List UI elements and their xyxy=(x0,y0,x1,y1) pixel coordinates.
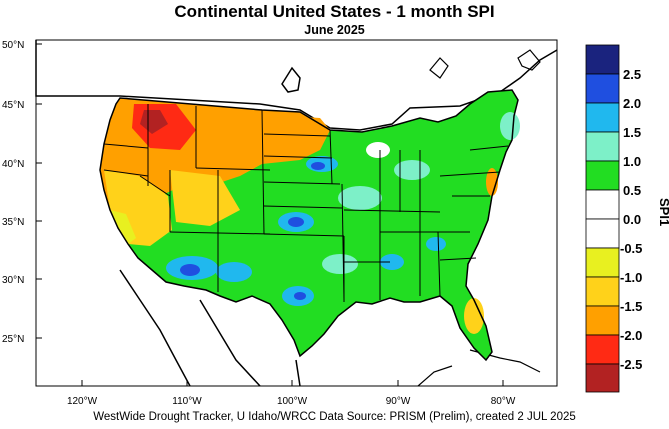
colorbar-swatch-3 xyxy=(585,131,620,162)
very-wet-nebraska xyxy=(311,162,325,170)
very-wet-texas xyxy=(294,292,306,300)
chart-title: Continental United States - 1 month SPI xyxy=(174,2,495,21)
very-wet-oklahoma xyxy=(288,217,304,227)
colorbar-swatch-6 xyxy=(585,218,620,249)
lat-label-50: 50°N xyxy=(2,40,24,51)
wet-area-new-mexico xyxy=(216,262,252,282)
wet-area-southeast xyxy=(426,237,446,251)
colorbar-unit-label: SPI1 xyxy=(657,198,669,226)
colorbar-label-2p0: 2.0 xyxy=(623,96,641,111)
dry-area-florida xyxy=(464,298,484,334)
dry-area-mid-atlantic xyxy=(486,168,498,196)
lat-label-35: 35°N xyxy=(2,217,24,228)
baja-coast xyxy=(119,269,191,387)
mexico-coast-west xyxy=(199,299,261,387)
island-outline-2 xyxy=(517,49,541,71)
moist-area-ohio xyxy=(394,160,430,180)
state-boundaries xyxy=(99,89,519,362)
northern-border-context xyxy=(35,40,558,131)
wet-area-new-england xyxy=(500,112,520,140)
colorbar-swatch-10 xyxy=(585,334,620,365)
lat-ticks xyxy=(36,43,42,339)
colorbar-swatch-7 xyxy=(585,247,620,278)
lon-label-90: 90°W xyxy=(386,396,411,407)
data-source-caption: WestWide Drought Tracker, U Idaho/WRCC D… xyxy=(93,411,576,423)
lon-label-110: 110°W xyxy=(172,396,202,407)
lon-label-120: 120°W xyxy=(67,396,98,407)
colorbar-label-neg1p5: -1.5 xyxy=(620,299,642,314)
extreme-dry-core xyxy=(140,110,168,134)
colorbar-label-neg0p5: -0.5 xyxy=(620,241,642,256)
colorbar-label-1p5: 1.5 xyxy=(623,125,641,140)
lon-label-80: 80°W xyxy=(491,396,516,407)
colorbar: 2.5 2.0 1.5 1.0 0.5 0.0 -0.5 -1.0 -1.5 -… xyxy=(585,44,669,393)
lat-label-30: 30°N xyxy=(2,275,24,286)
lat-label-45: 45°N xyxy=(2,100,24,111)
mexico-coast-east xyxy=(295,359,301,387)
lon-label-100: 100°W xyxy=(277,396,308,407)
colorbar-label-neg1p0: -1.0 xyxy=(620,270,642,285)
yucatan-coast xyxy=(417,365,453,387)
lon-ticks xyxy=(81,380,504,386)
colorbar-label-0p5: 0.5 xyxy=(623,183,641,198)
abnormal-dry-coast xyxy=(110,210,136,244)
colorbar-label-neg2p5: -2.5 xyxy=(620,357,642,372)
colorbar-label-0p0: 0.0 xyxy=(623,212,641,227)
colorbar-swatch-2 xyxy=(585,102,620,133)
colorbar-swatch-8 xyxy=(585,276,620,307)
colorbar-swatch-0 xyxy=(585,44,620,75)
colorbar-label-neg2p0: -2.0 xyxy=(620,328,642,343)
island-outline xyxy=(429,57,449,79)
moist-area-missouri xyxy=(338,186,382,210)
very-wet-southwest xyxy=(180,264,200,276)
dry-region-basin xyxy=(170,170,240,226)
colorbar-label-2p5: 2.5 xyxy=(623,67,641,82)
colorbar-swatch-9 xyxy=(585,305,620,336)
colorbar-label-1p0: 1.0 xyxy=(623,154,641,169)
colorbar-swatch-1 xyxy=(585,73,620,104)
colorbar-swatch-4 xyxy=(585,160,620,191)
colorbar-swatch-11 xyxy=(585,363,620,393)
wet-area-mississippi xyxy=(380,254,404,270)
neutral-area-iowa xyxy=(366,142,390,158)
colorbar-swatch-5 xyxy=(585,189,620,220)
lat-label-25: 25°N xyxy=(2,334,24,345)
hudson-outline xyxy=(281,66,301,93)
moist-area-louisiana xyxy=(322,254,358,274)
lat-label-40: 40°N xyxy=(2,159,24,170)
chart-subtitle: June 2025 xyxy=(304,23,365,37)
